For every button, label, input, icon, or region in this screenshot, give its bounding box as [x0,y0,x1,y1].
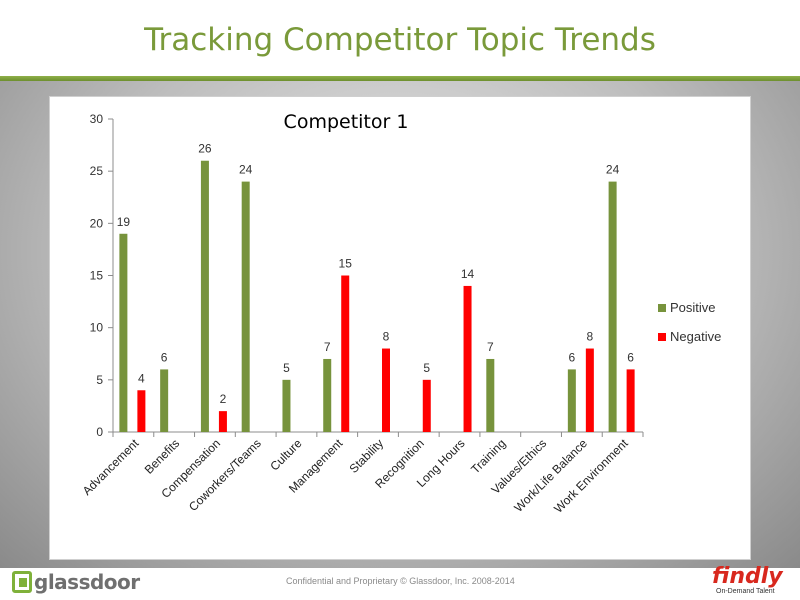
x-category-label: Coworkers/Teams [186,436,264,514]
bar-positive [200,160,209,432]
data-label: 7 [324,340,331,354]
title-divider [0,76,800,81]
bar-negative [585,348,594,432]
data-label: 4 [138,371,145,385]
bar-negative [341,275,350,432]
data-label: 24 [239,163,253,177]
x-category-label: Work/Life Balance [511,436,590,515]
x-category-label: Benefits [142,436,183,477]
findly-logo-text: findly [712,564,783,589]
y-tick-label: 5 [96,373,103,387]
bar-negative [463,285,472,432]
x-category-label: Stability [347,436,387,476]
data-label: 5 [283,361,290,375]
confidential-notice: Confidential and Proprietary © Glassdoor… [286,576,515,586]
legend-swatch-positive [658,304,666,312]
legend-swatch-negative [658,333,666,341]
data-label: 8 [587,330,594,344]
y-tick-label: 20 [90,216,104,230]
data-label: 6 [569,350,576,364]
bar-positive [486,358,495,432]
bar-negative [218,411,227,432]
y-tick-label: 15 [90,269,104,283]
footer-bar [0,568,800,600]
legend-label-negative: Negative [670,329,721,344]
x-category-label: Training [468,436,508,476]
x-category-label: Work Environment [551,436,631,516]
bar-positive [567,369,576,432]
glassdoor-logo: glassdoor [12,570,140,594]
y-tick-label: 10 [90,321,104,335]
data-label: 2 [220,392,227,406]
findly-logo: findly On-Demand Talent [712,566,796,598]
chart-title: Competitor 1 [284,111,409,133]
glassdoor-logo-text: glassdoor [34,570,140,594]
bar-negative [422,379,431,432]
x-category-label: Advancement [80,436,142,498]
data-label: 5 [423,361,430,375]
findly-tagline: On-Demand Talent [716,588,775,595]
bar-positive [282,379,291,432]
data-label: 19 [117,215,131,229]
data-label: 24 [606,163,620,177]
data-label: 6 [627,350,634,364]
bar-positive [119,233,128,432]
data-label: 8 [383,330,390,344]
data-label: 15 [339,257,353,271]
slide-title: Tracking Competitor Topic Trends [144,22,656,58]
data-label: 26 [198,142,212,156]
bar-negative [382,348,390,432]
data-label: 7 [487,340,494,354]
bar-negative [626,369,635,432]
chart-panel: Competitor 1 0 5 10 15 20 25 30 19 6 26 24 5 7 7 6 24 4 2 1… [49,96,751,560]
y-tick-label: 30 [90,112,104,126]
bar-positive [608,181,617,432]
legend-label-positive: Positive [670,300,716,315]
y-tick-label: 0 [96,425,103,439]
y-tick-label: 25 [90,164,104,178]
glassdoor-mark-icon [12,571,32,593]
bar-positive [160,369,169,432]
title-band: Tracking Competitor Topic Trends [0,0,800,78]
bar-positive [323,358,332,432]
data-label: 14 [461,267,475,281]
data-label: 6 [161,350,168,364]
bar-positive [241,181,250,432]
x-category-label: Culture [267,436,304,473]
bar-negative [137,390,146,432]
